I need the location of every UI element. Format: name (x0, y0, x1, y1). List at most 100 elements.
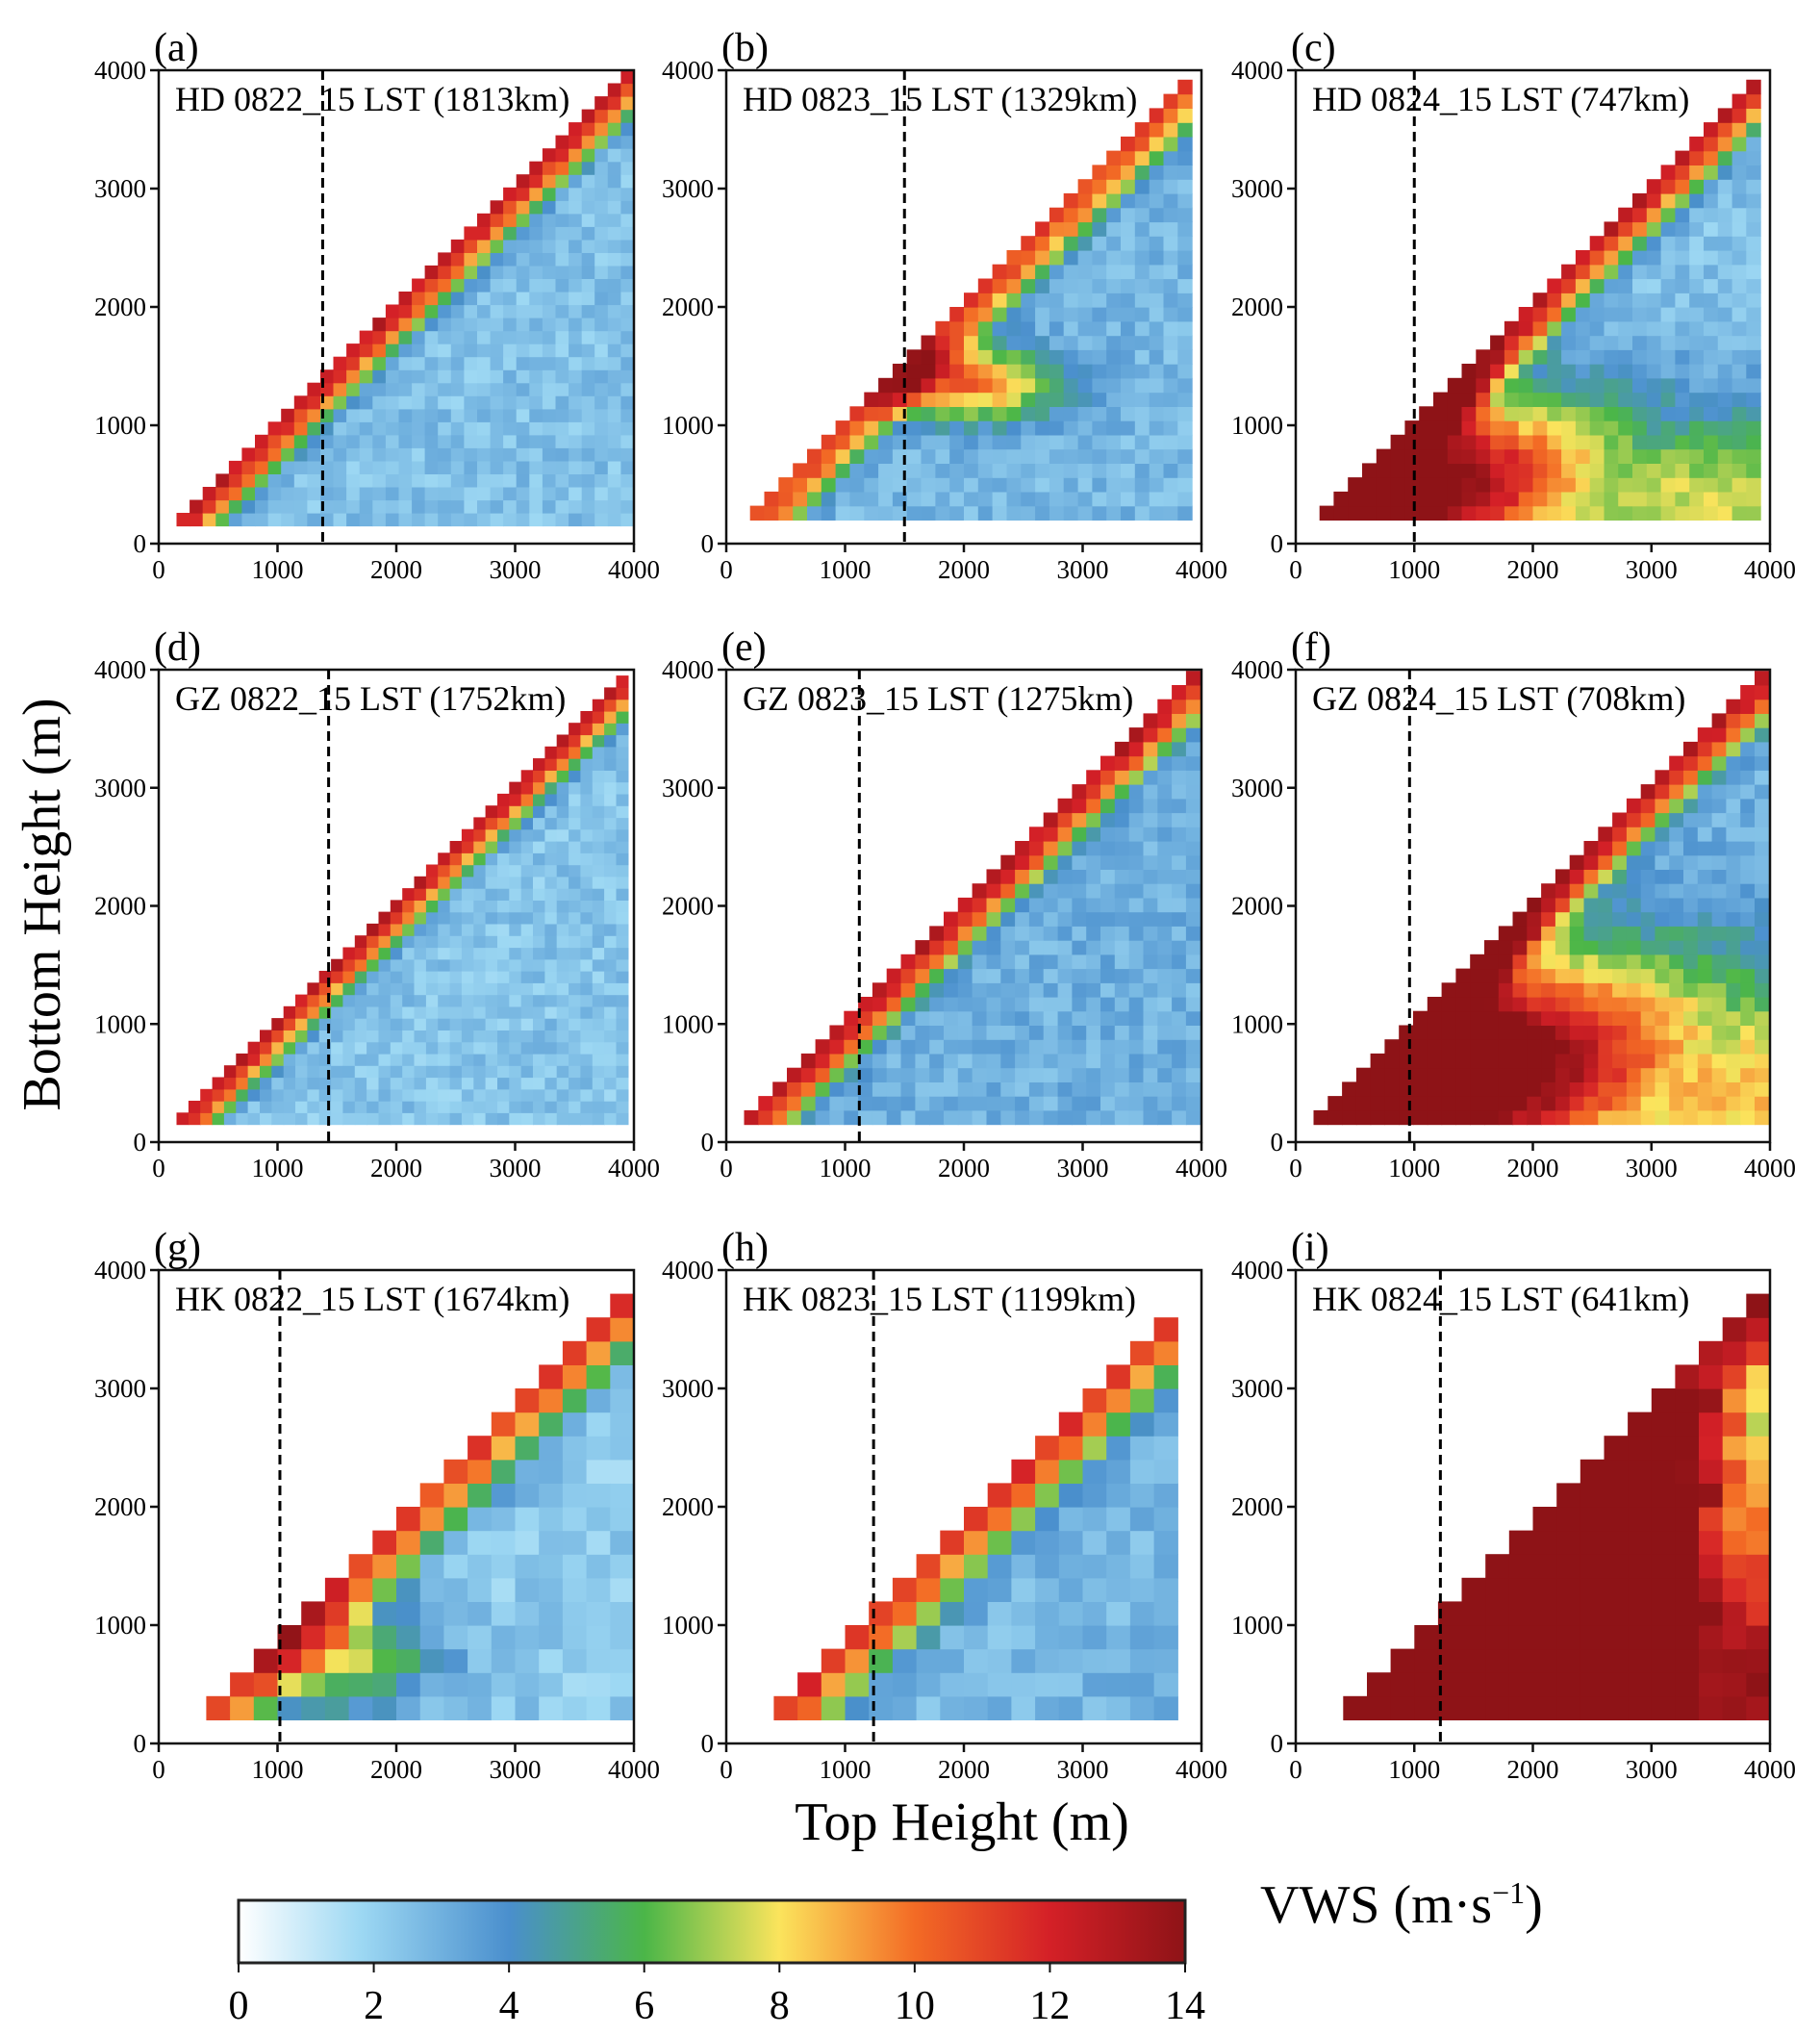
heatmap-cell (1746, 1554, 1771, 1579)
heatmap-cell (307, 1101, 320, 1113)
heatmap-cell (906, 448, 923, 464)
heatmap-cell (1746, 136, 1761, 152)
heatmap-cell (1077, 392, 1093, 407)
heatmap-cell (473, 1101, 487, 1113)
heatmap-cell (1726, 755, 1741, 771)
heatmap-cell (594, 356, 609, 370)
x-tick-label: 3000 (1057, 555, 1109, 584)
heatmap-cell (915, 1096, 930, 1111)
heatmap-cell (586, 1364, 611, 1389)
heatmap-cell (1100, 869, 1116, 884)
heatmap-cell (1177, 420, 1193, 436)
heatmap-cell (367, 1005, 380, 1019)
heatmap-cell (616, 1065, 629, 1079)
heatmap-cell (921, 420, 936, 436)
heatmap-cell (461, 971, 474, 983)
heatmap-cell (1021, 434, 1036, 450)
heatmap-cell (949, 364, 965, 379)
heatmap-cell (610, 1340, 635, 1365)
heatmap-cell (581, 278, 595, 293)
heatmap-cell (607, 487, 621, 501)
heatmap-cell (1689, 207, 1705, 223)
heatmap-cell (1177, 364, 1193, 379)
heatmap-cell (544, 805, 558, 819)
heatmap-cell (1006, 250, 1022, 266)
heatmap-cell (464, 304, 478, 318)
heatmap-cell (944, 1025, 959, 1040)
heatmap-cell (509, 982, 522, 996)
heatmap-cell (324, 1601, 350, 1626)
heatmap-cell (1476, 420, 1491, 436)
heatmap-cell (515, 1436, 540, 1461)
heatmap-cell (1049, 392, 1065, 407)
heatmap-cell (1555, 1025, 1571, 1040)
heatmap-cell (461, 1018, 474, 1030)
heatmap-cell (253, 1672, 279, 1697)
heatmap-cell (260, 1053, 272, 1066)
heatmap-cell (477, 369, 492, 384)
heatmap-cell (1651, 1672, 1677, 1697)
heatmap-cell (1063, 377, 1079, 394)
heatmap-cell (569, 135, 583, 149)
heatmap-cell (1746, 1388, 1771, 1413)
heatmap-cell (348, 1648, 373, 1673)
heatmap-cell (529, 304, 543, 318)
heatmap-cell (1057, 812, 1073, 827)
heatmap-cell (516, 292, 530, 306)
heatmap-cell (520, 828, 534, 842)
heatmap-cell (1476, 392, 1491, 407)
heatmap-cell (604, 911, 618, 925)
heatmap-cell (1556, 1695, 1581, 1720)
heatmap-cell (1669, 812, 1684, 827)
heatmap-cell (1058, 1672, 1084, 1697)
heatmap-cell (1021, 278, 1036, 293)
heatmap-cell (1547, 406, 1562, 421)
heatmap-cell (1640, 1039, 1656, 1055)
heatmap-cell (1640, 911, 1656, 927)
heatmap-cell (562, 1648, 588, 1673)
heatmap-cell (1057, 982, 1073, 998)
heatmap-cell (346, 408, 361, 422)
heatmap-cell (1163, 406, 1178, 421)
heatmap-cell (331, 1065, 344, 1079)
heatmap-cell (610, 1436, 635, 1461)
heatmap-cell (964, 406, 979, 421)
heatmap-cell (1518, 364, 1534, 379)
heatmap-cell (372, 408, 387, 422)
heatmap-cell (1092, 420, 1107, 436)
heatmap-cell (1626, 982, 1642, 998)
heatmap-cell (620, 356, 635, 370)
heatmap-cell (1461, 1695, 1486, 1720)
heatmap-cell (1711, 968, 1727, 983)
heatmap-cell (986, 911, 1001, 927)
heatmap-cell (1699, 1459, 1724, 1484)
x-tick-label: 1000 (1388, 1755, 1440, 1784)
heatmap-cell (1092, 250, 1107, 266)
heatmap-cell (477, 408, 492, 422)
heatmap-cell (450, 487, 465, 501)
heatmap-cell (1433, 505, 1449, 521)
heatmap-cell (333, 473, 347, 488)
heatmap-cell (520, 971, 534, 983)
heatmap-cell (944, 940, 959, 955)
heatmap-cell (1461, 491, 1477, 507)
heatmap-cell (1015, 1039, 1030, 1055)
heatmap-cell (1746, 335, 1761, 350)
heatmap-cell (533, 947, 545, 960)
heatmap-cell (398, 421, 413, 436)
heatmap-cell (390, 1030, 403, 1043)
heatmap-cell (443, 1554, 468, 1579)
heatmap-cell (1689, 150, 1705, 165)
heatmap-cell (398, 343, 413, 358)
heatmap-cell (604, 1041, 618, 1055)
heatmap-cell (1129, 1388, 1155, 1413)
heatmap-cell (1655, 1067, 1670, 1082)
heatmap-cell (1015, 897, 1030, 913)
heatmap-cell (468, 1459, 493, 1484)
heatmap-cell (1755, 997, 1770, 1012)
heatmap-cell (281, 487, 295, 501)
heatmap-cell (1413, 1025, 1428, 1040)
heatmap-cell (987, 1625, 1012, 1650)
heatmap-cell (461, 828, 474, 842)
heatmap-cell (390, 994, 403, 1007)
